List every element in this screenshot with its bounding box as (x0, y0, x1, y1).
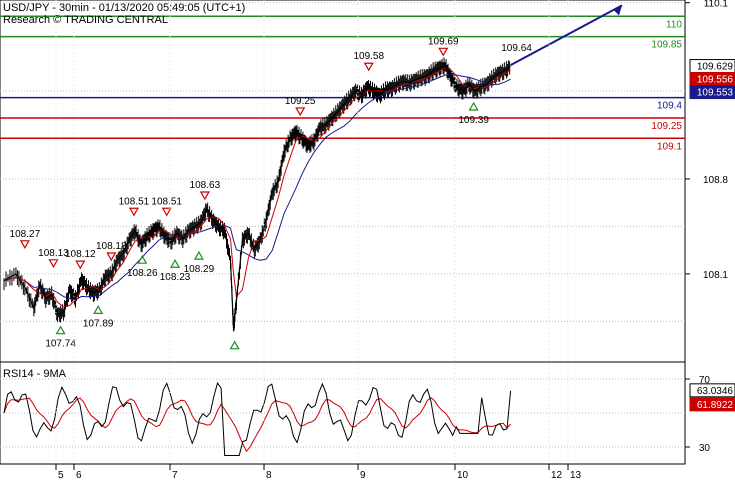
rsi-value-label: 61.8922 (697, 400, 734, 411)
peak-label: 109.25 (285, 96, 316, 107)
peak-marker (75, 260, 86, 270)
trough-marker (137, 254, 148, 264)
peak-label: 108.51 (151, 196, 182, 207)
peak-marker (19, 240, 30, 250)
peak-marker (363, 62, 374, 72)
x-tick-label: 13 (570, 470, 582, 480)
trough-marker (229, 340, 240, 350)
x-tick-label: 6 (76, 470, 82, 480)
time-x-axis: 5 6 7 8 9 10 12 13 (55, 0, 582, 480)
rsi-y-axis: 70 30 63.0346 61.8922 (685, 375, 735, 454)
rsi-grid (0, 378, 685, 448)
level-label: 109.1 (657, 141, 682, 152)
rsi-value-box (689, 397, 735, 412)
trough-label: 107.74 (45, 339, 76, 350)
trough-marker (468, 101, 479, 111)
peak-marker (48, 259, 59, 269)
trough-label: 109.39 (458, 115, 489, 126)
peak-label: 109.58 (353, 51, 384, 62)
y-tick-label: 108.1 (703, 270, 728, 281)
x-tick-label: 10 (457, 470, 469, 480)
price-panel (0, 0, 686, 363)
rsi-tick-label: 30 (699, 443, 711, 454)
rsi-tick-label: 70 (699, 375, 711, 386)
trough-marker (193, 250, 204, 260)
x-tick-label: 7 (172, 470, 178, 480)
rsi-series (3, 381, 512, 456)
trough-label: 107.89 (83, 318, 114, 329)
peak-marker (128, 207, 139, 217)
chart-header-title: USD/JPY - 30min - 01/13/2020 05:49:05 (U… (3, 2, 245, 14)
rsi-value-box (689, 383, 735, 398)
forecast-arrow-shaft (510, 4, 623, 66)
peak-marker (438, 47, 449, 57)
level-label: 110 (666, 19, 682, 30)
peak-label: 108.27 (10, 229, 41, 240)
price-value-label: 109.629 (697, 62, 734, 73)
price-value-label: 109.556 (697, 75, 734, 86)
price-line (3, 64, 511, 329)
price-y-axis: 110.1 108.8 108.1 109.629 109.556 109.553 (685, 0, 735, 281)
rsi-line (3, 381, 512, 456)
price-value-label: 109.553 (697, 88, 734, 99)
trough-marker (170, 259, 181, 268)
trough-marker (93, 305, 104, 314)
chart-header-source: Research © TRADING CENTRAL (3, 14, 168, 26)
y-tick-label: 108.8 (703, 175, 728, 186)
support-resistance-levels: 110 109.85 109.4 109.25 109.1 (0, 15, 685, 152)
level-label: 109.25 (651, 121, 682, 132)
peak-label: 108.63 (190, 180, 221, 191)
trough-label: 108.29 (184, 264, 215, 275)
x-tick-label: 8 (266, 470, 272, 480)
peak-label: 109.69 (428, 36, 459, 47)
rsi-moving-average (3, 397, 511, 453)
trough-label: 108.23 (160, 272, 191, 283)
peak-label: 108.12 (65, 249, 96, 260)
price-value-box (689, 85, 735, 100)
forecast-arrow-head (613, 5, 622, 16)
price-series (3, 4, 623, 332)
x-tick-label: 12 (551, 470, 563, 480)
level-label: 109.85 (651, 40, 682, 51)
price-grid (0, 2, 685, 322)
trough-marker (55, 325, 66, 335)
x-tick-label: 9 (360, 470, 366, 480)
level-label: 109.4 (657, 101, 682, 112)
rsi-value-label: 63.0346 (697, 386, 734, 397)
slow-moving-average (3, 74, 511, 301)
peak-marker (199, 191, 210, 201)
peak-label: 108.51 (119, 196, 150, 207)
peak-marker (295, 107, 306, 117)
rsi-title: RSI14 - 9MA (3, 368, 67, 380)
y-tick-label: 110.1 (704, 0, 729, 10)
price-label: 109.64 (501, 43, 532, 54)
trough-label: 108.26 (127, 268, 158, 279)
peak-marker (106, 252, 117, 262)
peak-label: 108.18 (96, 241, 127, 252)
x-tick-label: 5 (58, 470, 64, 480)
peak-label: 108.13 (38, 248, 69, 259)
peak-marker (161, 207, 172, 217)
